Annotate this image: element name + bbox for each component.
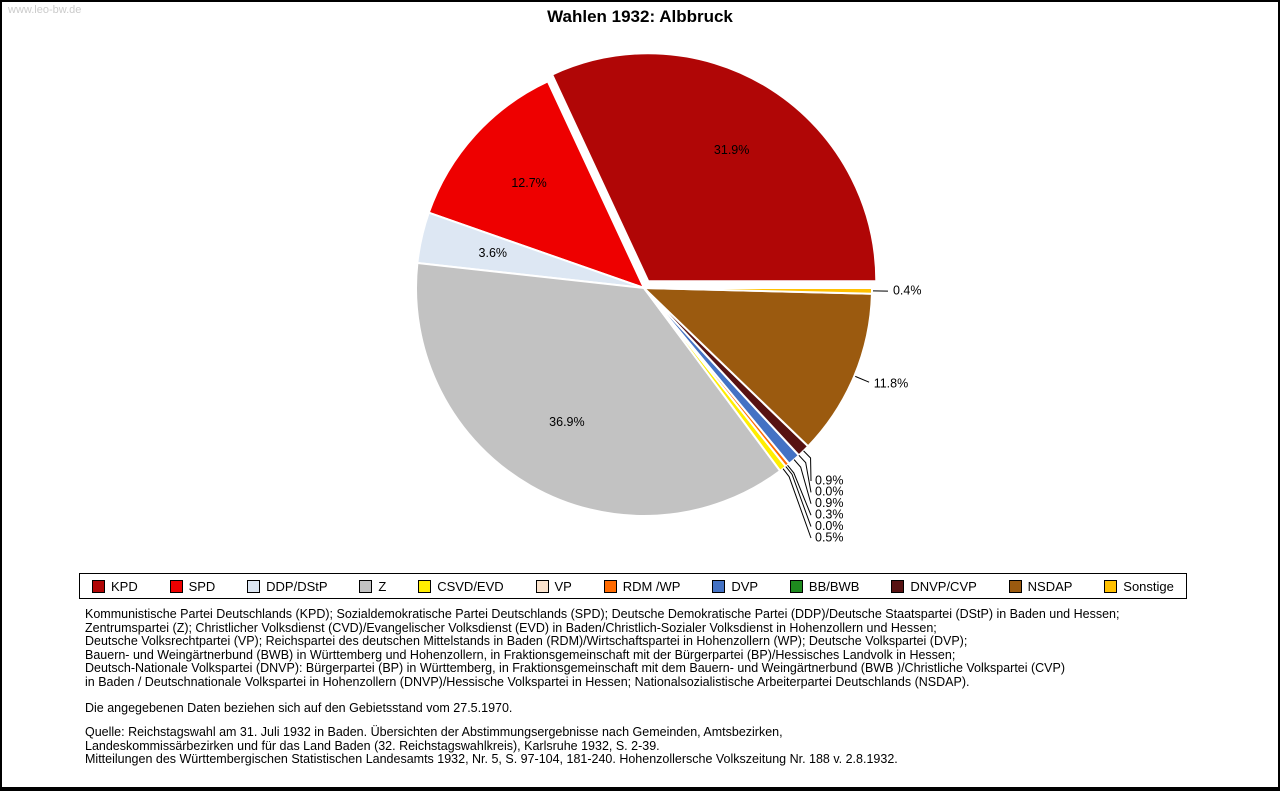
- legend-label: RDM /WP: [622, 578, 681, 594]
- leader-line: [785, 466, 812, 527]
- leader-line: [782, 468, 812, 539]
- legend-swatch: [418, 579, 432, 593]
- legend-label: DVP: [731, 578, 759, 594]
- legend-item: DVP: [712, 579, 758, 594]
- legend-swatch: [359, 579, 373, 593]
- text-line: Landeskommissärbezirken und für das Land…: [85, 738, 660, 753]
- text-line: Deutsch-Nationale Volkspartei (DNVP): Bü…: [85, 661, 1066, 676]
- legend-label: KPD: [111, 578, 138, 594]
- legend-item: RDM /WP: [603, 578, 681, 594]
- legend-item: SPD: [169, 578, 216, 594]
- legend-item: Z: [359, 579, 386, 594]
- pie-slice-sonstige: [643, 287, 874, 295]
- slice-label: 12.7%: [511, 176, 546, 190]
- leader-line: [803, 450, 812, 482]
- legend-item: KPD: [92, 579, 138, 594]
- slice-label: 0.4%: [893, 283, 922, 297]
- slice-label: 0.9%: [815, 496, 844, 510]
- legend-swatch: [247, 579, 261, 593]
- text-line: Deutsche Volksrechtpartei (VP); Reichspa…: [85, 634, 968, 649]
- pie-slice-nsdap: [643, 287, 873, 448]
- legend-item: DNVP/CVP: [891, 578, 977, 594]
- text-line: Mitteilungen des Württembergischen Stati…: [85, 752, 898, 767]
- slice-label: 0.0%: [815, 485, 844, 499]
- slice-label: 11.8%: [874, 376, 909, 390]
- slice-label: 36.9%: [549, 415, 584, 429]
- slice-label: 31.9%: [714, 143, 749, 157]
- leader-line: [855, 375, 870, 383]
- legend-swatch: [1104, 579, 1118, 593]
- text-line: Zentrumspartei (Z); Christlicher Volksdi…: [85, 620, 937, 635]
- text-line: Bauern- und Weingärtnerbund (BWB) in Wür…: [85, 647, 956, 662]
- legend-label: VP: [554, 578, 572, 594]
- watermark: www.leo-bw.de: [8, 4, 82, 16]
- slice-label: 0.0%: [815, 519, 844, 533]
- legend-item: VP: [535, 578, 572, 594]
- legend-swatch: [789, 579, 803, 593]
- slice-label: 0.5%: [815, 530, 844, 544]
- legend-swatch: [92, 579, 105, 593]
- pie-chart: 31.9%12.7%3.6%36.9%11.8%0.4%0.9%0.0%0.9%…: [415, 52, 922, 544]
- legend-item: NSDAP: [1008, 578, 1073, 594]
- text-line: Quelle: Reichstagswahl am 31. Juli 1932 …: [85, 725, 783, 739]
- legend-label: CSVD/EVD: [437, 578, 504, 594]
- legend-swatch: [169, 579, 183, 593]
- party-abbreviation-notes: Kommunistische Partei Deutschlands (KPD)…: [85, 607, 1120, 690]
- text-line: Kommunistische Partei Deutschlands (KPD)…: [85, 607, 1120, 621]
- chart-title: Wahlen 1932: Albbruck: [547, 7, 733, 26]
- legend-item: BB/BWB: [789, 578, 860, 594]
- legend-item: Sonstige: [1104, 579, 1174, 594]
- slice-label: 0.9%: [815, 473, 844, 487]
- legend-label: DDP/DStP: [266, 578, 328, 594]
- legend-item: CSVD/EVD: [418, 578, 504, 594]
- slice-label: 0.3%: [815, 507, 844, 521]
- legend-label: Z: [378, 578, 387, 594]
- leader-line: [793, 459, 812, 504]
- legend-label: DNVP/CVP: [910, 578, 977, 594]
- slice-label: 3.6%: [479, 246, 508, 260]
- pie-slice-kpd: [551, 52, 878, 283]
- leader-line: [798, 454, 812, 493]
- pie-slice-spd: [427, 80, 645, 289]
- legend-item: DDP/DStP: [247, 578, 328, 594]
- legend: KPD SPD DDP/DStP Z CSVD/EVD VP RDM /WP DVP BB/BW…: [79, 573, 1187, 599]
- territorial-note: Die angegebenen Daten beziehen sich auf …: [85, 701, 513, 715]
- legend-swatch: [535, 579, 549, 593]
- legend-label: SPD: [188, 578, 216, 594]
- leader-line: [787, 464, 812, 516]
- pie-slice-z: [415, 261, 782, 517]
- legend-swatch: [891, 579, 905, 593]
- legend-label: BB/BWB: [808, 578, 860, 594]
- legend-label: Sonstige: [1123, 578, 1174, 594]
- legend-swatch: [603, 579, 617, 593]
- legend-label: NSDAP: [1027, 578, 1073, 594]
- source-citation: Quelle: Reichstagswahl am 31. Juli 1932 …: [85, 725, 898, 767]
- legend-swatch: [1008, 579, 1022, 593]
- text-line: in Baden / Deutschnationale Volkspartei …: [85, 674, 970, 689]
- legend-swatch: [712, 579, 726, 593]
